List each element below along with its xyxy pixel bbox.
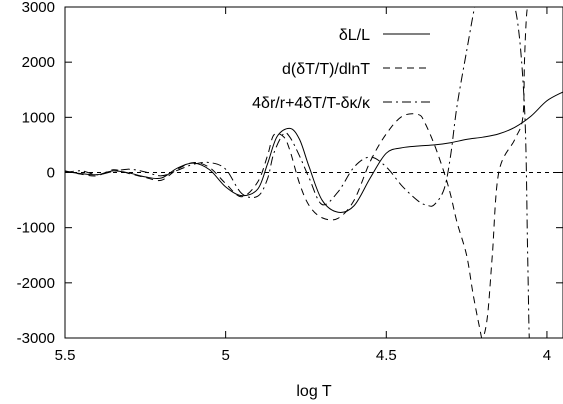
x-axis-label: log T <box>296 383 332 400</box>
y-tick-label: 3000 <box>22 0 55 16</box>
x-tick-label: 5.5 <box>55 347 76 364</box>
legend: δL/L d(δT/T)/dlnT 4δr/r+4δT/T-δκ/κ <box>252 27 430 112</box>
y-ticks: -3000 -2000 -1000 0 1000 2000 3000 <box>17 0 563 347</box>
y-tick-label: 2000 <box>22 54 55 71</box>
y-tick-label: 0 <box>47 165 55 182</box>
y-tick-label: -2000 <box>17 275 55 292</box>
legend-label-2: d(δT/T)/dlnT <box>282 61 370 78</box>
legend-label-1: δL/L <box>339 27 370 44</box>
x-tick-label: 5 <box>221 347 229 364</box>
x-tick-label: 4 <box>543 347 551 364</box>
x-ticks: 5.5 5 4.5 4 <box>55 7 551 364</box>
series-line-2 <box>65 7 535 338</box>
legend-label-3: 4δr/r+4δT/T-δκ/κ <box>252 95 371 112</box>
series-line-3 <box>65 7 532 338</box>
y-tick-label: -1000 <box>17 220 55 237</box>
x-tick-label: 4.5 <box>376 347 397 364</box>
series-line-1 <box>65 91 563 213</box>
y-tick-label: -3000 <box>17 330 55 347</box>
series-group <box>65 7 563 338</box>
y-tick-label: 1000 <box>22 109 55 126</box>
